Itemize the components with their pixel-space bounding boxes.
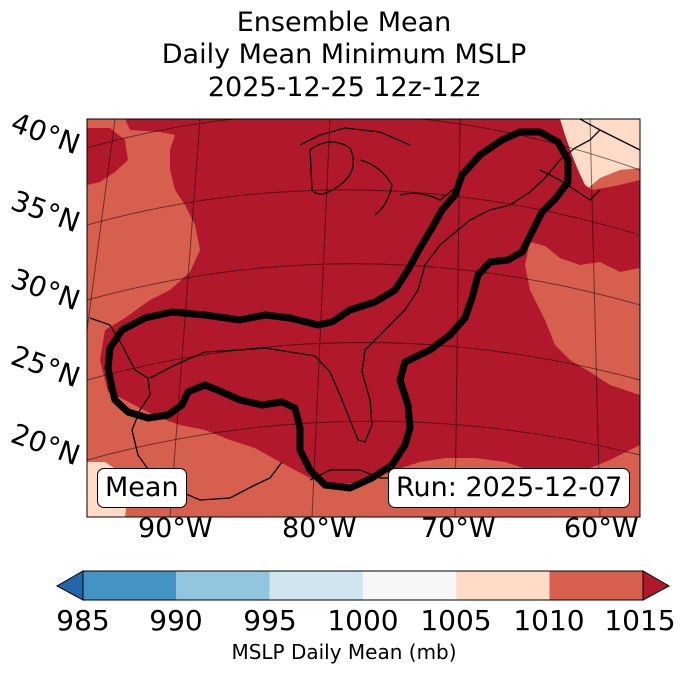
colorbar-label: MSLP Daily Mean (mb) — [231, 640, 457, 664]
field-above-1015-northwest — [87, 128, 128, 185]
colorbar-tick-1005: 1005 — [420, 604, 492, 637]
colorbar-bin-1010-1015 — [549, 571, 643, 600]
title-line-2: Daily Mean Minimum MSLP — [161, 39, 527, 70]
colorbar-tick-1010: 1010 — [513, 604, 585, 637]
colorbar-bin-1005-1010 — [456, 571, 550, 600]
colorbar-tick-985: 985 — [56, 604, 110, 637]
colorbar-bin-990-995 — [176, 571, 270, 600]
lon-label-90w: 90°W — [138, 513, 213, 544]
colorbar-bin-1000-1005 — [362, 571, 457, 600]
lon-label-80w: 80°W — [282, 513, 357, 544]
colorbar-bin-985-990 — [83, 571, 177, 600]
title-line-1: Ensemble Mean — [236, 7, 452, 38]
contour-1015mb — [104, 128, 572, 492]
colorbar-over-arrow — [642, 570, 671, 601]
colorbar-tick-990: 990 — [149, 604, 203, 637]
colorbar-frame — [82, 570, 644, 601]
map-frame — [86, 118, 641, 518]
colorbar-tick-1015: 1015 — [604, 604, 676, 637]
lon-label-60w: 60°W — [564, 513, 639, 544]
graticule — [87, 119, 640, 517]
run-label-box: Run: 2025-12-07 — [388, 468, 631, 508]
colorbar-under-arrow — [55, 570, 84, 601]
stat-label-box: Mean — [97, 468, 187, 508]
title-line-3: 2025-12-25 12z-12z — [207, 72, 481, 103]
field-1005-1010-northeast — [560, 119, 640, 190]
lon-label-70w: 70°W — [421, 513, 496, 544]
colorbar-tick-1000: 1000 — [327, 604, 399, 637]
colorbar-bin-995-1000 — [269, 571, 363, 600]
colorbar-tick-995: 995 — [243, 604, 297, 637]
